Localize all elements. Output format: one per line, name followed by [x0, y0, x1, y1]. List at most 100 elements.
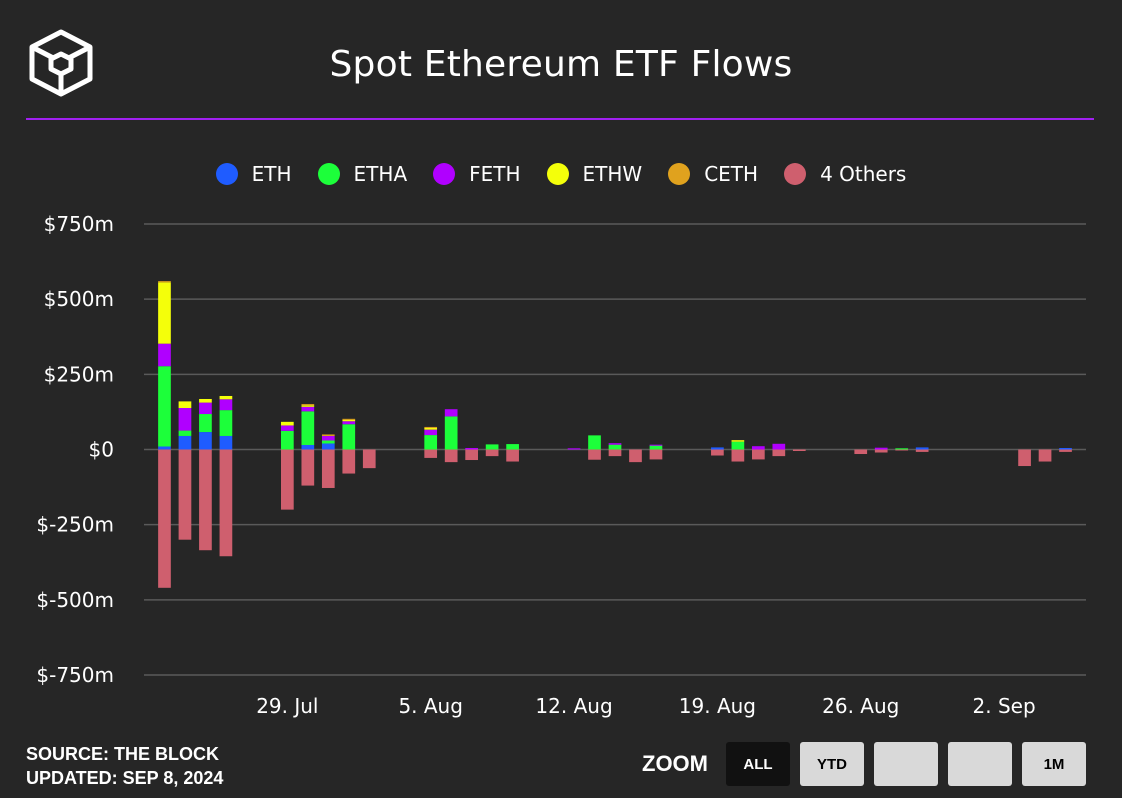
y-tick-label: $500m	[44, 287, 114, 311]
legend-marker	[546, 163, 569, 185]
bar-segment	[444, 449, 458, 463]
chart-title: Spot Ethereum ETF Flows	[329, 44, 793, 85]
legend-marker	[317, 163, 340, 185]
zoom-all-button[interactable]: ALL	[726, 742, 790, 786]
bar-segment	[1059, 449, 1072, 452]
bar-segment	[465, 447, 479, 450]
bar-segment	[424, 427, 438, 430]
x-tick-label: 2. Sep	[973, 694, 1036, 718]
x-tick-label: 29. Jul	[256, 694, 318, 718]
the-block-logo	[29, 29, 93, 97]
bar-segment	[751, 446, 765, 450]
zoom-ytd-button[interactable]: YTD	[800, 742, 864, 786]
bar-segment	[362, 449, 376, 469]
legend-item-eth[interactable]: ETH	[215, 162, 292, 186]
legend-marker	[215, 163, 238, 185]
bar-segment	[772, 449, 786, 457]
zoom-1m-button[interactable]: 1M	[1022, 742, 1086, 786]
bar-segment	[301, 411, 315, 445]
bar-segment	[199, 398, 212, 403]
legend-item-ceth[interactable]: CETH	[668, 162, 758, 186]
legend-marker	[433, 163, 456, 185]
bar-segment	[751, 449, 765, 460]
bar-segment	[874, 447, 888, 450]
bar-segment	[219, 410, 233, 436]
legend-marker	[668, 163, 691, 185]
bar-segment	[219, 395, 233, 400]
bar-segment	[280, 425, 294, 431]
y-tick-label: $750m	[44, 212, 114, 236]
bar-segment	[342, 424, 356, 450]
bar-segment	[895, 448, 909, 450]
legend-label: ETHW	[582, 162, 643, 186]
bar-segment	[424, 435, 438, 450]
footer-credits: SOURCE: THE BLOCK UPDATED: SEP 8, 2024	[26, 742, 223, 790]
legend-label: FETH	[469, 162, 521, 186]
bar-segment	[506, 449, 519, 462]
bar-segment	[342, 419, 356, 422]
bar-segment	[424, 426, 438, 428]
bar-segment	[280, 430, 294, 450]
x-tick-label: 5. Aug	[398, 694, 463, 718]
bar-segment	[321, 435, 335, 441]
bar-segment	[895, 449, 909, 451]
bar-segment	[219, 399, 233, 411]
bar-segment	[424, 449, 438, 458]
bar-segment	[649, 445, 663, 450]
bar-segment	[444, 416, 458, 450]
bar-segment	[874, 449, 888, 453]
bar-segment	[915, 449, 929, 452]
bar-segment	[158, 282, 171, 344]
x-tick-label: 12. Aug	[535, 694, 612, 718]
zoom-controls: ZOOM ALL YTD 1M	[642, 742, 1086, 786]
bar-segment	[629, 449, 642, 463]
bar-segment	[158, 281, 171, 283]
bar-segment	[444, 409, 458, 417]
legend-marker	[784, 163, 807, 185]
legend-item-ethw[interactable]: ETHW	[546, 162, 643, 186]
bar-segment	[199, 414, 212, 433]
zoom-option-4-button[interactable]	[948, 742, 1012, 786]
bar-segment	[158, 366, 171, 447]
bar-segment	[158, 446, 171, 450]
bar-segment	[158, 449, 171, 588]
bar-segment	[711, 447, 724, 450]
bar-segment	[608, 449, 622, 457]
legend-label: CETH	[704, 162, 759, 186]
bar-segment	[731, 441, 745, 450]
zoom-option-3-button[interactable]	[874, 742, 938, 786]
x-tick-label: 26. Aug	[822, 694, 899, 718]
bar-segment	[321, 443, 335, 450]
zoom-label: ZOOM	[642, 751, 708, 776]
bar-segment	[321, 434, 335, 436]
bar-segment	[178, 435, 192, 450]
bar-segment	[649, 449, 663, 460]
legend-item-feth[interactable]: FETH	[433, 162, 521, 186]
bar-segment	[731, 440, 745, 442]
y-tick-label: $250m	[44, 362, 114, 386]
y-tick-label: $-250m	[36, 513, 114, 537]
bar-segment	[321, 440, 335, 444]
bar-segment	[506, 444, 519, 450]
bar-segment	[321, 449, 335, 488]
bar-segment	[854, 449, 868, 455]
bar-segment	[711, 449, 724, 456]
bar-segment	[485, 449, 499, 457]
bar-segment	[1038, 449, 1052, 462]
legend-item-etha[interactable]: ETHA	[317, 162, 408, 186]
bar-segment	[219, 449, 233, 557]
bar-segment	[588, 449, 601, 460]
legend-label: ETHA	[353, 162, 408, 186]
bar-segment	[342, 418, 356, 420]
legend-item-others[interactable]: 4 Others	[784, 162, 906, 186]
y-tick-label: $-750m	[36, 663, 114, 687]
legend-label: ETH	[251, 162, 292, 186]
bar-segment	[301, 405, 315, 407]
bar-segment	[792, 449, 806, 452]
updated-text: UPDATED: SEP 8, 2024	[26, 768, 224, 788]
bar-segment	[772, 443, 786, 450]
bar-segment	[199, 402, 212, 415]
bar-segment	[178, 430, 192, 436]
bar-segment	[1059, 447, 1072, 450]
